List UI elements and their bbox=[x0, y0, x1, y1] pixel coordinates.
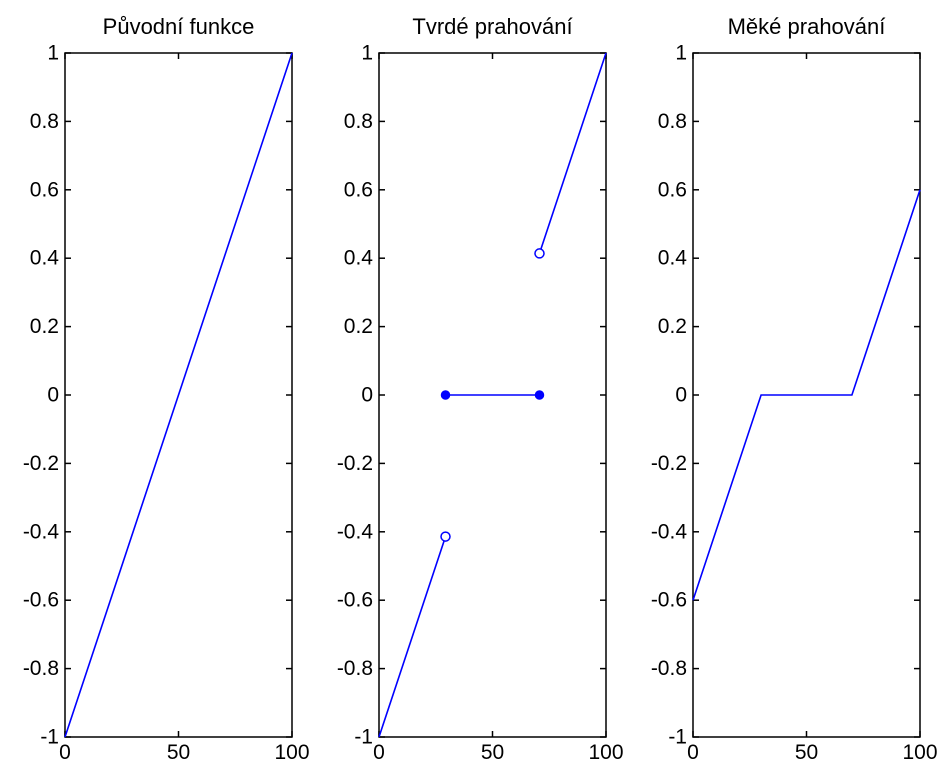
y-tick-label: 0.8 bbox=[344, 110, 373, 133]
open-point-marker bbox=[534, 248, 545, 259]
y-tick-label: 1 bbox=[47, 42, 59, 65]
chart-panel-2: Tvrdé prahování -1 -0.8 -0.6 -0.4 -0.2 0 0.2 0.4… bbox=[337, 14, 624, 764]
chart-panel-3: Měké prahování -1 -0.8 -0.6 -0.4 -0.2 0 0.2 0.4 0… bbox=[651, 14, 938, 764]
y-tick-label: -1 bbox=[668, 726, 687, 749]
y-tick-label: 0 bbox=[675, 384, 687, 407]
y-tick-label: 0.6 bbox=[344, 178, 373, 201]
y-tick-label: 0.8 bbox=[658, 110, 687, 133]
chart-title: Původní funkce bbox=[103, 14, 255, 39]
open-point-marker bbox=[440, 531, 451, 542]
x-tick-label: 100 bbox=[902, 741, 937, 764]
filled-point-marker bbox=[440, 390, 451, 400]
x-tick-label: 0 bbox=[373, 741, 385, 764]
chart-title: Měké prahování bbox=[728, 14, 886, 39]
x-tick-label: 0 bbox=[59, 741, 71, 764]
y-tick-label: 0 bbox=[361, 384, 373, 407]
chart-panel-1: Původní funkce -1 -0.8 -0.6 -0.4 -0.2 0 0.2 0.4 0… bbox=[23, 14, 310, 764]
y-tick-label: -1 bbox=[40, 726, 59, 749]
y-tick-label: 0.2 bbox=[658, 315, 687, 338]
y-tick-label: 1 bbox=[361, 42, 373, 65]
y-tick-label: -0.6 bbox=[651, 589, 687, 612]
y-tick-label: 0.2 bbox=[344, 315, 373, 338]
series-line-1 bbox=[64, 52, 293, 738]
x-tick-label: 50 bbox=[795, 741, 818, 764]
y-tick-label: 0.8 bbox=[30, 110, 59, 133]
series-line-1 bbox=[378, 536, 447, 738]
y-tick-label: -0.4 bbox=[337, 520, 374, 543]
y-tick-label: -0.8 bbox=[23, 657, 59, 680]
x-tick-label: 100 bbox=[588, 741, 623, 764]
y-tick-label: -0.4 bbox=[23, 520, 60, 543]
y-tick-label: 0 bbox=[47, 384, 59, 407]
y-tick-label: -0.6 bbox=[23, 589, 59, 612]
series-line-3 bbox=[538, 52, 607, 254]
y-tick-label: 1 bbox=[675, 42, 687, 65]
y-tick-label: -0.6 bbox=[337, 589, 373, 612]
filled-point-marker bbox=[534, 390, 545, 400]
series-line-1 bbox=[692, 189, 921, 601]
y-tick-label: -1 bbox=[354, 726, 373, 749]
x-tick-label: 0 bbox=[687, 741, 699, 764]
x-tick-label: 50 bbox=[167, 741, 190, 764]
x-tick-label: 100 bbox=[274, 741, 309, 764]
y-tick-label: -0.2 bbox=[23, 452, 59, 475]
y-tick-label: 0.4 bbox=[344, 247, 374, 270]
y-tick-label: 0.2 bbox=[30, 315, 59, 338]
y-tick-label: 0.4 bbox=[30, 247, 60, 270]
y-tick-label: -0.2 bbox=[651, 452, 687, 475]
y-tick-label: 0.6 bbox=[658, 178, 687, 201]
y-tick-label: 0.4 bbox=[658, 247, 688, 270]
y-tick-label: -0.2 bbox=[337, 452, 373, 475]
x-tick-label: 50 bbox=[481, 741, 504, 764]
y-tick-label: -0.8 bbox=[337, 657, 373, 680]
y-tick-label: -0.8 bbox=[651, 657, 687, 680]
chart-title: Tvrdé prahování bbox=[412, 14, 572, 39]
y-tick-label: 0.6 bbox=[30, 178, 59, 201]
y-tick-label: -0.4 bbox=[651, 520, 688, 543]
